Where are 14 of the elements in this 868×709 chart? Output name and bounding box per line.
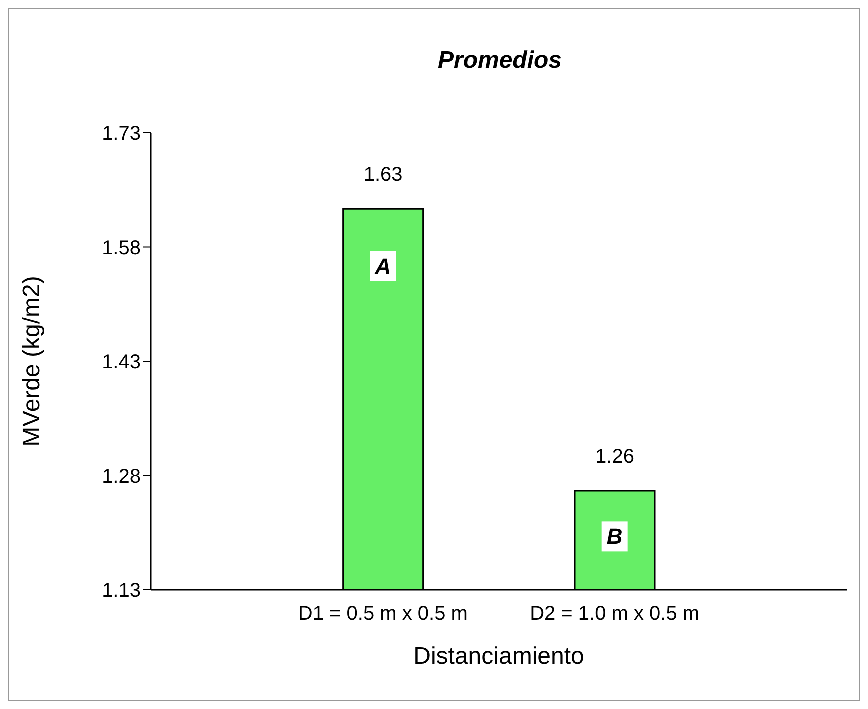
y-tick-label: 1.73 [102, 123, 141, 146]
x-axis-title: Distanciamiento [414, 643, 584, 670]
y-axis-title: MVerde (kg/m2) [18, 276, 46, 447]
y-tick-label: 1.43 [102, 352, 141, 374]
annotation: B [606, 524, 623, 550]
y-tick-label: 1.28 [102, 466, 141, 488]
annotation: A [374, 254, 392, 279]
y-tick-label: 1.13 [102, 580, 141, 602]
data-label: 1.26 [596, 446, 634, 468]
data-label: 1.63 [364, 164, 403, 186]
x-tick-label: D2 = 1.0 m x 0.5 m [530, 603, 700, 626]
y-tick-label: 1.58 [102, 237, 141, 260]
chart-title: Promedios [436, 47, 564, 75]
x-tick-label: D1 = 0.5 m x 0.5 m [298, 603, 468, 626]
